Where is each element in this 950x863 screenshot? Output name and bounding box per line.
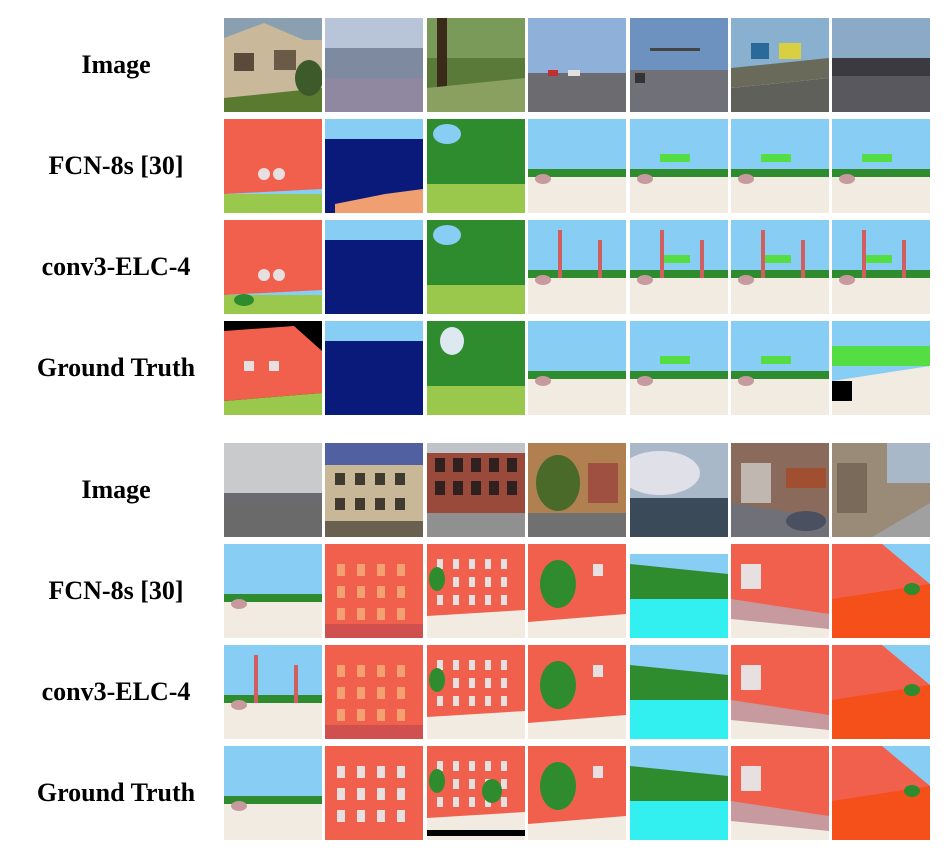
input-image-tile [325,443,423,537]
figure-row: FCN-8s [30] [0,544,950,638]
segmentation-map-tile [325,645,423,739]
segmentation-map-tile [731,645,829,739]
input-image-tile [528,443,626,537]
segmentation-map-tile [325,119,423,213]
segmentation-map-tile [832,321,930,415]
segmentation-map-tile [325,746,423,840]
figure-row: Ground Truth [0,321,950,415]
segmentation-map-tile [731,321,829,415]
segmentation-map-tile [630,220,728,314]
input-image-tile [832,18,930,112]
row-label: Ground Truth [36,778,196,807]
segmentation-map-tile [630,645,728,739]
input-image-tile [325,18,423,112]
segmentation-map-tile [832,544,930,638]
segmentation-map-tile [731,746,829,840]
segmentation-map-tile [427,220,525,314]
input-image-tile [528,18,626,112]
figure-row: Image [0,18,950,112]
segmentation-map-tile [731,220,829,314]
segmentation-map-tile [224,544,322,638]
segmentation-map-tile [224,645,322,739]
row-label: conv3-ELC-4 [41,252,191,281]
segmentation-map-tile [630,746,728,840]
segmentation-map-tile [427,544,525,638]
row-label: FCN-8s [30] [48,151,184,180]
segmentation-map-tile [528,119,626,213]
segmentation-map-tile [427,119,525,213]
segmentation-map-tile [427,746,525,840]
segmentation-map-tile [832,220,930,314]
segmentation-map-tile [832,746,930,840]
row-label: Image [81,475,151,504]
input-image-tile [630,18,728,112]
row-label: FCN-8s [30] [48,576,184,605]
figure-row: Image [0,443,950,537]
segmentation-map-tile [528,321,626,415]
segmentation-map-tile [224,119,322,213]
segmentation-map-tile [832,119,930,213]
segmentation-map-tile [832,645,930,739]
segmentation-map-tile [325,220,423,314]
row-label: Ground Truth [36,353,196,382]
segmentation-map-tile [630,119,728,213]
row-label: conv3-ELC-4 [41,677,191,706]
input-image-tile [224,443,322,537]
segmentation-map-tile [325,544,423,638]
segmentation-map-tile [224,220,322,314]
figure-row: conv3-ELC-4 [0,220,950,314]
input-image-tile [224,18,322,112]
segmentation-map-tile [427,645,525,739]
input-image-tile [427,18,525,112]
segmentation-map-tile [325,321,423,415]
figure-row: conv3-ELC-4 [0,645,950,739]
segmentation-map-tile [528,544,626,638]
figure-row: FCN-8s [30] [0,119,950,213]
segmentation-map-tile [224,321,322,415]
input-image-tile [630,443,728,537]
row-label: Image [81,50,151,79]
segmentation-map-tile [528,220,626,314]
segmentation-map-tile [528,645,626,739]
segmentation-map-tile [528,746,626,840]
input-image-tile [427,443,525,537]
segmentation-map-tile [731,544,829,638]
segmentation-map-tile [630,321,728,415]
segmentation-map-tile [224,746,322,840]
figure-row: Ground Truth [0,746,950,840]
input-image-tile [731,443,829,537]
segmentation-map-tile [630,544,728,638]
segmentation-map-tile [731,119,829,213]
input-image-tile [832,443,930,537]
input-image-tile [731,18,829,112]
segmentation-map-tile [427,321,525,415]
